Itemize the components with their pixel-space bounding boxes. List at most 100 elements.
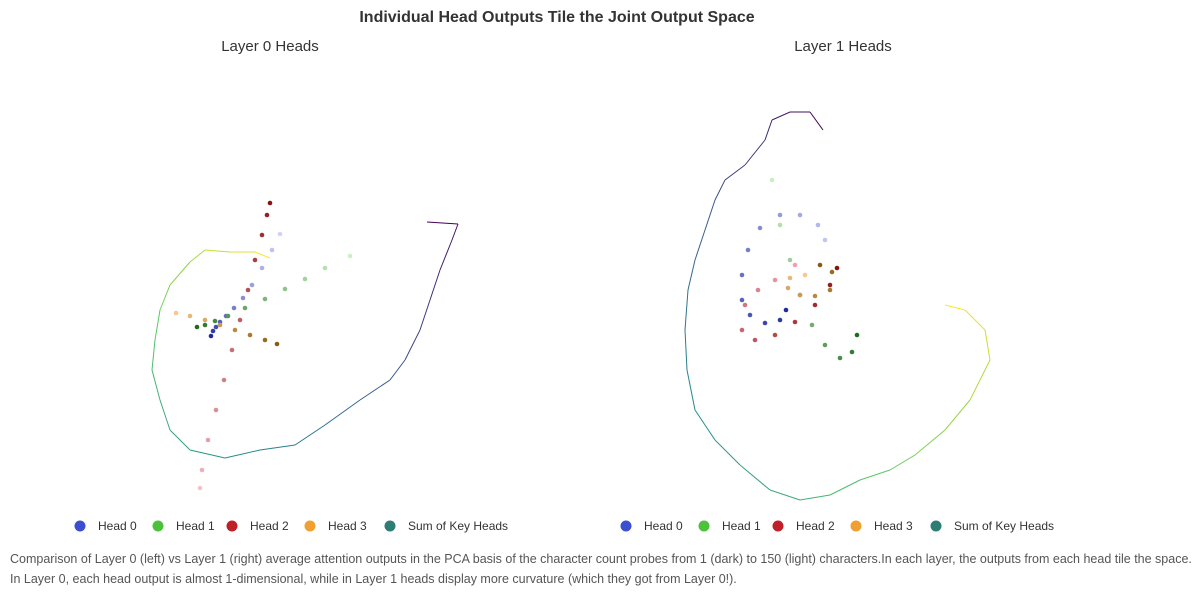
chart: Individual Head Outputs Tile the Joint O… [74,9,1054,533]
point [173,310,179,316]
line-segment [944,399,971,431]
line-segment [189,249,206,263]
point [792,262,798,268]
point [187,313,193,319]
line-segment [744,139,766,166]
line-segment [984,329,991,361]
legend-label: Head 2 [250,519,289,533]
point [237,317,243,323]
point [231,305,237,311]
point [792,319,798,325]
caption: Comparison of Layer 0 (left) vs Layer 1 … [10,552,1192,586]
chart-title: Individual Head Outputs Tile the Joint O… [359,9,754,26]
line-segment [694,229,706,261]
legend-label: Head 0 [644,519,683,533]
legend-marker [930,520,942,532]
point [822,237,828,243]
point [259,232,265,238]
point [787,257,793,263]
line-segment [169,261,191,286]
line-segment [259,444,296,451]
point [809,322,815,328]
point [277,231,283,237]
point [742,302,748,308]
point [785,285,791,291]
point [739,297,745,303]
point [205,437,211,443]
line-segment [151,339,156,371]
line-segment [769,489,801,501]
line-segment [439,239,453,271]
legend-marker [152,520,164,532]
line-segment [224,449,261,459]
legend-marker [850,520,862,532]
point [213,407,219,413]
point [245,287,251,293]
point [247,332,253,338]
panel-title: Layer 0 Heads [221,38,319,55]
point [269,247,275,253]
line-segment [687,259,696,291]
point [202,322,208,328]
page: {"chart_data": {"type": "scatter", "titl… [10,9,1192,586]
line-segment [944,304,966,311]
point [221,377,227,383]
point [827,287,833,293]
legend-marker [226,520,238,532]
point [757,225,763,231]
line-segment [724,164,746,181]
line-segment [684,329,688,371]
point [802,272,808,278]
point [762,320,768,326]
legend-label: Sum of Key Heads [954,519,1054,533]
line-segment [151,369,161,401]
point [232,327,238,333]
line-segment [159,284,171,311]
point [264,212,270,218]
point [208,333,214,339]
point [812,302,818,308]
panel-title: Layer 1 Heads [794,38,892,55]
point [217,322,223,328]
line-segment [359,379,391,401]
line-segment [426,221,459,225]
point [213,324,219,330]
point [772,332,778,338]
point [249,282,255,288]
point [812,293,818,299]
point [229,347,235,353]
line-segment [764,119,773,141]
line-segment [389,359,406,381]
line-segment [714,439,741,466]
line-segment [829,479,861,496]
point [817,262,823,268]
point [322,265,328,271]
point [240,295,246,301]
point [347,253,353,259]
line-segment [914,429,946,456]
legend-label: Head 2 [796,519,835,533]
line-segment [799,494,831,501]
line-segment [969,359,991,401]
line-segment [419,299,431,331]
legend-label: Head 0 [98,519,137,533]
legend-marker [74,520,86,532]
line-segment [859,469,891,481]
line-segment [964,309,986,331]
point [210,328,216,334]
line-segment [204,249,231,253]
legend-label: Sum of Key Heads [408,519,508,533]
point [282,286,288,292]
point [212,318,218,324]
point [262,296,268,302]
line-segment [771,111,791,121]
legend-marker [384,520,396,532]
line-segment [451,223,459,241]
point [854,332,860,338]
line-segment [404,329,421,361]
point [202,317,208,323]
line-segment [809,111,824,131]
legend-marker [772,520,784,532]
line-segment [159,399,171,431]
line-segment [324,399,361,426]
